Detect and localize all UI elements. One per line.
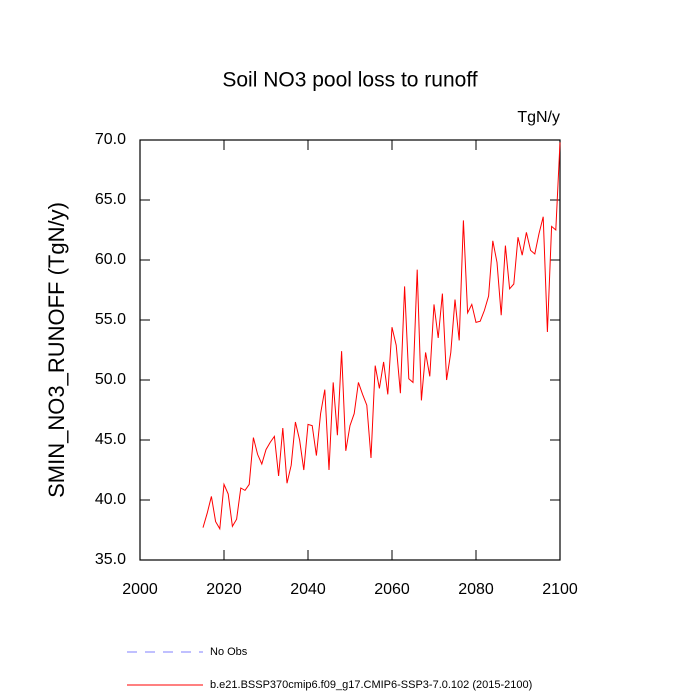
- y-tick-label: 65.0: [95, 191, 126, 208]
- units-label: TgN/y: [517, 109, 560, 126]
- y-axis-label: SMIN_NO3_RUNOFF (TgN/y): [44, 202, 69, 498]
- legend-label: b.e21.BSSP370cmip6.f09_g17.CMIP6-SSP3-7.…: [210, 679, 532, 691]
- y-tick-label: 35.0: [95, 551, 126, 568]
- x-tick-label: 2040: [290, 581, 326, 598]
- plot-frame: [139, 139, 561, 561]
- y-tick-label: 55.0: [95, 311, 126, 328]
- x-tick-label: 2020: [206, 581, 242, 598]
- chart-title: Soil NO3 pool loss to runoff: [222, 69, 477, 92]
- y-tick-label: 70.0: [95, 131, 126, 148]
- x-tick-label: 2060: [374, 581, 410, 598]
- data-line: [202, 142, 561, 531]
- legend-label: No Obs: [210, 646, 248, 658]
- x-tick-label: 2080: [458, 581, 494, 598]
- y-tick-label: 40.0: [95, 491, 126, 508]
- y-tick-label: 60.0: [95, 251, 126, 268]
- y-tick-label: 45.0: [95, 431, 126, 448]
- y-tick-label: 50.0: [95, 371, 126, 388]
- x-tick-label: 2100: [542, 581, 578, 598]
- x-tick-label: 2000: [122, 581, 158, 598]
